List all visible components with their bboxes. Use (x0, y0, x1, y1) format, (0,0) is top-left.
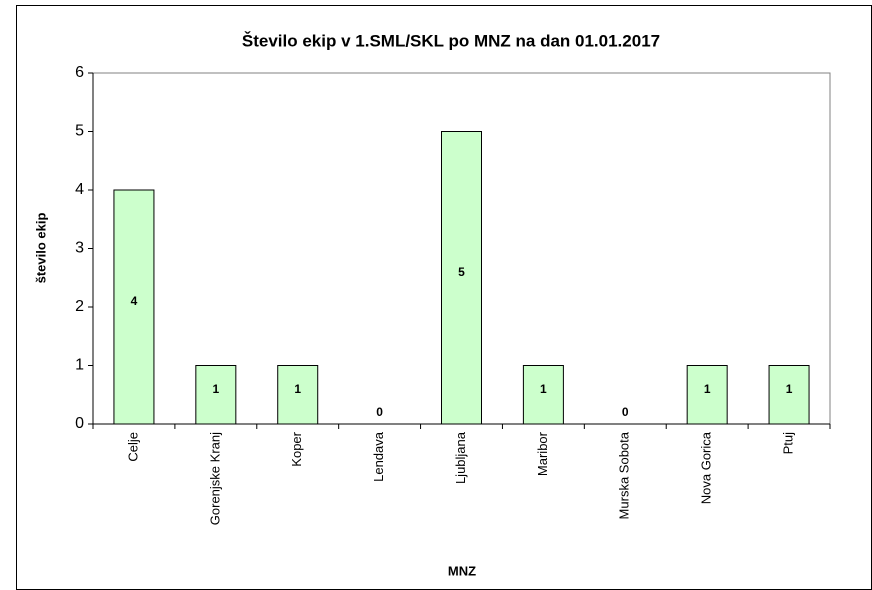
data-label: 4 (131, 294, 138, 308)
y-tick-label: 6 (75, 64, 84, 81)
chart-title: Število ekip v 1.SML/SKL po MNZ na dan 0… (242, 31, 660, 50)
y-tick-label: 0 (75, 415, 84, 432)
bar (195, 365, 237, 425)
y-tick-label: 5 (75, 123, 84, 140)
x-tick-label: Ljubljana (453, 431, 468, 484)
x-tick-label: Ptuj (780, 432, 795, 455)
bar (686, 365, 728, 425)
data-label: 1 (704, 382, 711, 396)
x-tick-label: Celje (125, 432, 140, 462)
x-tick-label: Nova Gorica (699, 431, 714, 504)
x-tick-label: Murska Sobota (617, 431, 632, 519)
y-axis-title: število ekip (33, 213, 48, 284)
y-tick-label: 1 (75, 357, 84, 374)
bar (768, 365, 810, 425)
x-tick-label: Gorenjske Kranj (207, 432, 222, 525)
y-tick-label: 3 (75, 240, 84, 257)
x-tick-label: Koper (289, 431, 304, 466)
data-label: 1 (294, 382, 301, 396)
y-tick-label: 2 (75, 298, 84, 315)
data-label: 1 (212, 382, 219, 396)
data-label: 5 (458, 265, 465, 279)
data-label: 1 (540, 382, 547, 396)
data-label: 0 (376, 405, 383, 419)
y-tick-label: 4 (75, 181, 84, 198)
bar (113, 189, 155, 425)
data-label: 1 (786, 382, 793, 396)
x-axis-title: MNZ (448, 563, 476, 578)
data-label: 0 (622, 405, 629, 419)
x-tick-label: Maribor (535, 431, 550, 476)
x-tick-label: Lendava (371, 431, 386, 482)
